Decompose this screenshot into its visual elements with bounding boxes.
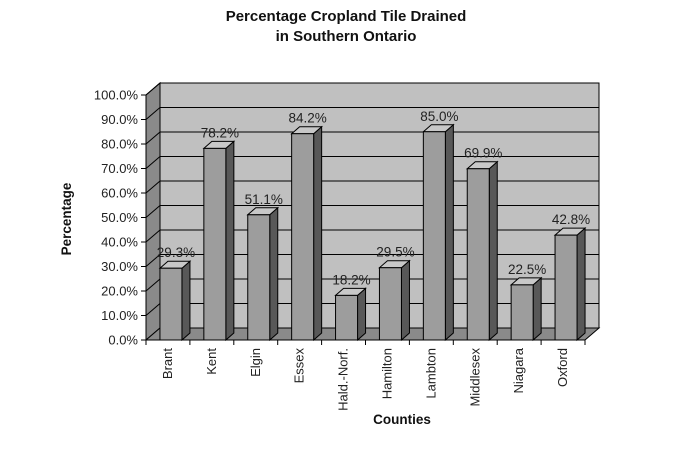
- bar-front: [335, 294, 359, 341]
- bar-side: [313, 125, 323, 342]
- bar: [202, 140, 236, 342]
- category-label: Brant: [160, 348, 175, 379]
- category-label: Oxford: [555, 348, 570, 387]
- bar-front: [422, 131, 446, 341]
- data-label: 29.5%: [376, 245, 414, 260]
- y-tick-label: 20.0%: [101, 284, 138, 299]
- category-label: Hamilton: [379, 348, 394, 399]
- chart-title-line-2: in Southern Ontario: [275, 28, 417, 45]
- category-label: Niagara: [511, 347, 526, 393]
- data-label: 51.1%: [245, 192, 283, 207]
- y-tick-label: 30.0%: [101, 259, 138, 274]
- bar-side: [225, 140, 235, 342]
- bar-front: [247, 214, 271, 341]
- bar-side: [181, 260, 191, 342]
- gridline: [145, 82, 599, 96]
- bar-side: [488, 160, 498, 342]
- bar: [246, 206, 280, 342]
- data-label: 78.2%: [201, 125, 239, 140]
- bar: [509, 276, 543, 342]
- data-label: 18.2%: [332, 272, 370, 287]
- category-label: Lambton: [423, 348, 438, 399]
- data-label: 22.5%: [508, 262, 546, 277]
- bar-front: [291, 133, 315, 341]
- y-axis-title: Percentage: [59, 182, 74, 255]
- category-label: Kent: [204, 348, 219, 375]
- chart-title-line-1: Percentage Cropland Tile Drained: [225, 8, 467, 25]
- category-label: Hald.-Norf.: [336, 348, 351, 411]
- bar-side: [576, 227, 586, 342]
- bar: [334, 287, 367, 342]
- y-tick-label: 0.0%: [108, 333, 138, 348]
- bar-side: [400, 259, 410, 342]
- bar: [378, 259, 411, 342]
- x-axis-title: Counties: [373, 412, 431, 427]
- bar: [465, 160, 499, 342]
- bar-front: [466, 168, 490, 341]
- data-label: 42.8%: [552, 212, 590, 227]
- y-tick-label: 60.0%: [101, 186, 138, 201]
- bar: [290, 125, 323, 342]
- y-tick-label: 80.0%: [101, 137, 138, 152]
- category-label: Essex: [292, 348, 307, 384]
- bar: [158, 260, 192, 342]
- data-label: 29.3%: [157, 245, 195, 260]
- data-label: 84.2%: [289, 111, 327, 126]
- bar-front: [159, 267, 183, 341]
- bar: [422, 123, 455, 342]
- bar-front: [554, 234, 578, 341]
- bar-side: [357, 287, 367, 342]
- bar-side: [444, 123, 454, 342]
- bar-side: [269, 206, 279, 342]
- gridline: [145, 107, 599, 120]
- data-label: 69.9%: [464, 146, 502, 161]
- bar-front: [203, 147, 227, 341]
- y-tick-label: 40.0%: [101, 235, 138, 250]
- y-tick-label: 90.0%: [101, 112, 138, 127]
- bar: [553, 227, 587, 342]
- y-tick-label: 50.0%: [101, 210, 138, 225]
- y-tick-label: 100.0%: [94, 88, 139, 103]
- category-label: Elgin: [248, 348, 263, 377]
- category-label: Middlesex: [467, 348, 482, 407]
- chart-title: Percentage Cropland Tile Drained in Sout…: [0, 7, 692, 47]
- bar-side: [532, 276, 542, 342]
- y-tick-label: 70.0%: [101, 161, 138, 176]
- data-label: 85.0%: [420, 109, 458, 124]
- bar-front: [378, 267, 402, 341]
- bar-front: [510, 284, 534, 341]
- y-tick-label: 10.0%: [101, 308, 138, 323]
